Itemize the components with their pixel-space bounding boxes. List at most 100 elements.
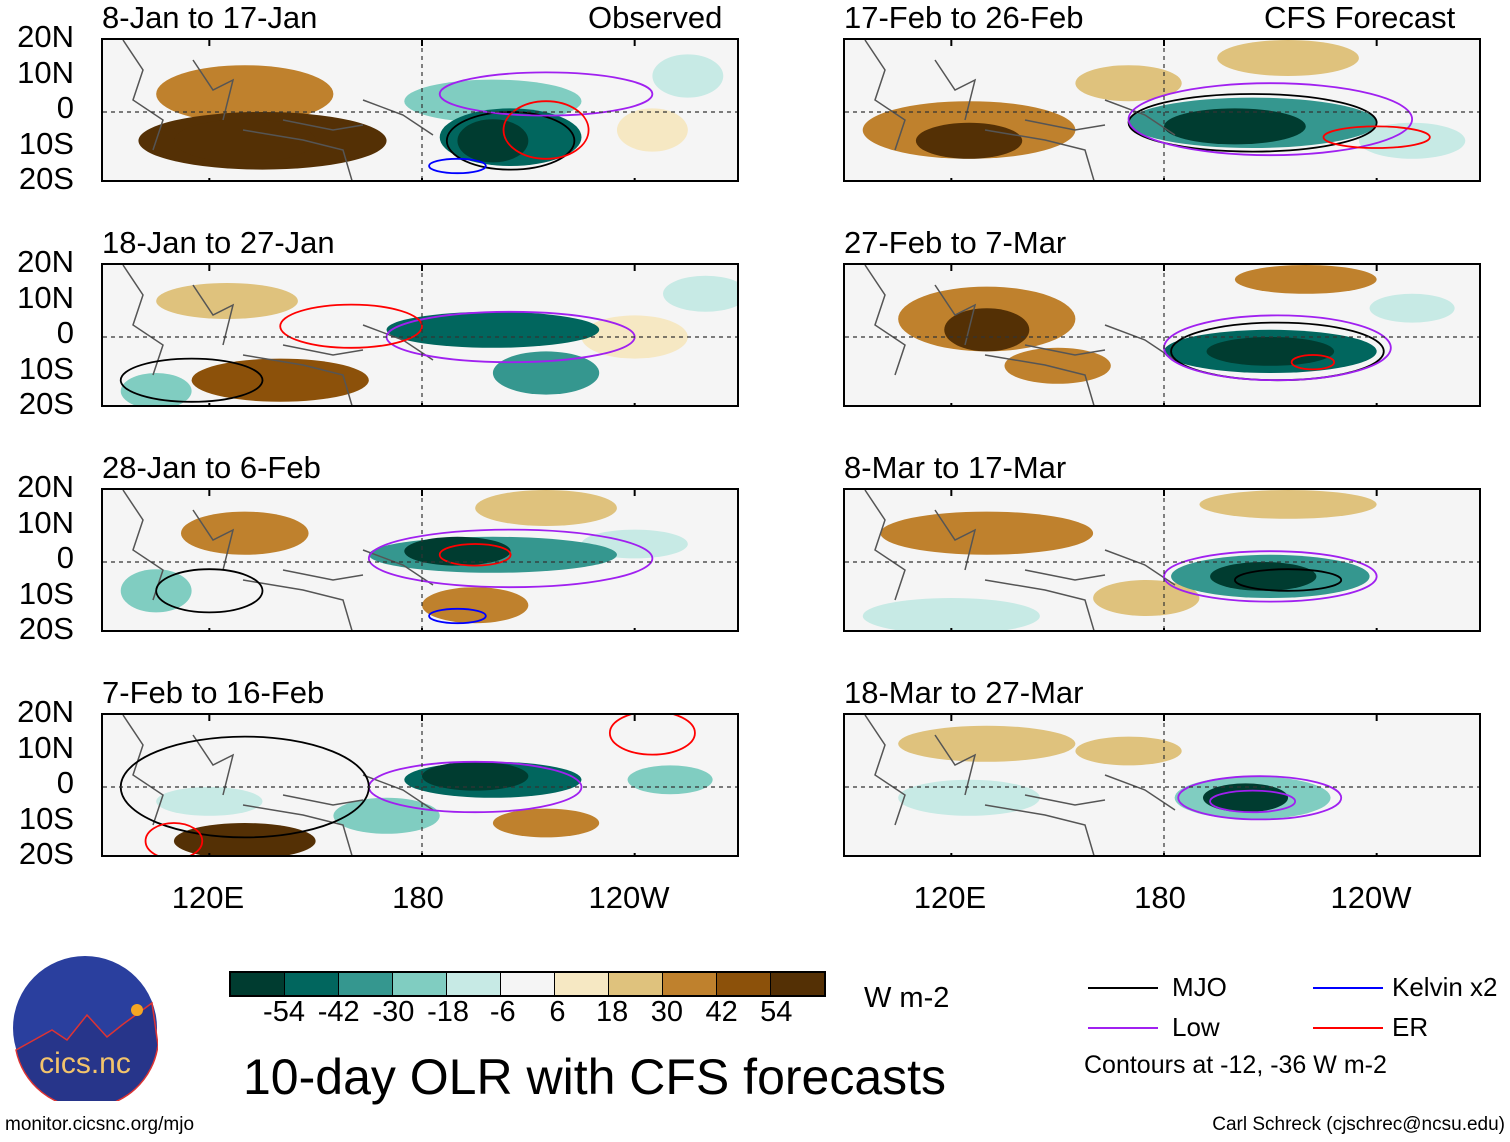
coastlines bbox=[864, 265, 1176, 405]
colorbar-swatch bbox=[663, 973, 717, 995]
lat-label: 10N bbox=[17, 279, 74, 315]
colorbar-tick: 18 bbox=[596, 996, 629, 1028]
map-panel bbox=[843, 488, 1481, 632]
olr-anomaly-blob bbox=[386, 311, 600, 348]
figure-title: 10-day OLR with CFS forecasts bbox=[243, 1049, 947, 1105]
colorbar-swatch bbox=[771, 973, 824, 995]
olr-anomaly-blob bbox=[1164, 108, 1306, 145]
contour-low bbox=[367, 528, 654, 589]
olr-anomaly-blob bbox=[627, 765, 713, 795]
olr-anomaly-blob bbox=[1199, 490, 1377, 519]
lat-label: 20N bbox=[17, 694, 74, 729]
contour-er bbox=[608, 715, 696, 756]
colorbar-swatch bbox=[501, 973, 555, 995]
contour-low bbox=[1127, 82, 1414, 157]
contour-low bbox=[1163, 550, 1378, 603]
lat-label: 10N bbox=[17, 54, 74, 90]
olr-anomaly-blob bbox=[1093, 580, 1200, 616]
lat-label: 20S bbox=[18, 386, 74, 421]
colorbar-tick: -6 bbox=[489, 996, 516, 1028]
colorbar-tick: -42 bbox=[317, 996, 360, 1028]
lon-label: 120E bbox=[913, 880, 987, 915]
contour-mjo bbox=[119, 735, 370, 839]
colorbar-tick: -18 bbox=[427, 996, 470, 1028]
contour-low bbox=[1209, 789, 1297, 814]
olr-anomaly-blob bbox=[1202, 783, 1289, 813]
header-forecast: CFS Forecast bbox=[1264, 0, 1456, 35]
legend-mjo: MJO bbox=[1172, 972, 1227, 1002]
olr-anomaly-blob bbox=[1004, 347, 1111, 384]
lat-label: 10N bbox=[17, 504, 74, 540]
olr-anomaly-blob bbox=[663, 275, 737, 312]
olr-anomaly-blob bbox=[1075, 65, 1182, 102]
olr-anomaly-blob bbox=[898, 779, 1040, 816]
footer-url[interactable]: monitor.cicsnc.org/mjo bbox=[5, 1114, 195, 1135]
coastlines bbox=[122, 490, 434, 630]
olr-anomaly-blob bbox=[475, 490, 617, 526]
map-panel bbox=[101, 38, 739, 182]
map-panel bbox=[101, 263, 739, 407]
olr-anomaly-blob bbox=[1210, 562, 1317, 591]
colorbar bbox=[229, 971, 826, 997]
lon-label: 120W bbox=[588, 880, 670, 915]
contour-er bbox=[502, 100, 590, 160]
lon-label: 120W bbox=[1330, 880, 1412, 915]
contour-kelvin bbox=[428, 157, 487, 175]
colorbar-tick: 6 bbox=[549, 996, 566, 1028]
contour-er bbox=[438, 543, 512, 567]
colorbar-tick: 54 bbox=[760, 996, 793, 1028]
contour-mjo bbox=[1233, 568, 1343, 592]
lon-label: 180 bbox=[392, 880, 444, 915]
contour-kelvin bbox=[428, 607, 487, 625]
olr-anomaly-blob bbox=[173, 119, 316, 163]
contour-er bbox=[279, 303, 423, 349]
olr-anomaly-blob bbox=[1075, 736, 1182, 766]
olr-anomaly-blob bbox=[915, 122, 1023, 159]
lon-label: 180 bbox=[1134, 880, 1186, 915]
colorbar-swatch bbox=[285, 973, 339, 995]
colorbar-swatch bbox=[393, 973, 447, 995]
lat-label: 20N bbox=[17, 244, 74, 279]
map-panel bbox=[101, 488, 739, 632]
olr-anomaly-blob bbox=[862, 598, 1040, 630]
panel-title: 18-Mar to 27-Mar bbox=[844, 675, 1084, 710]
panel-title: 17-Feb to 26-Feb bbox=[844, 0, 1084, 35]
contour-low bbox=[438, 71, 654, 117]
contour-note: Contours at -12, -36 W m-2 bbox=[1084, 1051, 1387, 1079]
colorbar-tick: 30 bbox=[650, 996, 684, 1028]
contour-er bbox=[1322, 125, 1431, 149]
colorbar-units: W m-2 bbox=[864, 982, 950, 1014]
olr-anomaly-blob bbox=[422, 761, 529, 791]
lat-label: 20N bbox=[17, 19, 74, 54]
contour-er bbox=[1290, 354, 1336, 371]
olr-anomaly-blob bbox=[422, 587, 529, 624]
legend-low: Low bbox=[1172, 1012, 1220, 1042]
olr-anomaly-blob bbox=[898, 725, 1076, 762]
panel-title: 27-Feb to 7-Mar bbox=[844, 225, 1067, 260]
coastlines bbox=[122, 40, 434, 180]
colorbar-tick: -54 bbox=[263, 996, 305, 1028]
map-panel bbox=[101, 713, 739, 857]
olr-anomaly-blob bbox=[156, 787, 263, 816]
panel-title: 8-Mar to 17-Mar bbox=[844, 450, 1067, 485]
colorbar-swatch bbox=[339, 973, 393, 995]
lat-label: 10S bbox=[18, 575, 74, 611]
legend-er: ER bbox=[1392, 1012, 1429, 1042]
olr-anomaly-blob bbox=[173, 823, 316, 855]
olr-anomaly-blob bbox=[1234, 265, 1377, 294]
coastlines bbox=[122, 715, 434, 855]
contour-mjo bbox=[445, 111, 576, 171]
colorbar-swatch bbox=[555, 973, 609, 995]
colorbar-tick: 42 bbox=[705, 996, 738, 1028]
lat-label: 20S bbox=[18, 611, 74, 646]
footer-credit: Carl Schreck (cjschrec@ncsu.edu) bbox=[1212, 1114, 1505, 1135]
lat-label: 0 bbox=[56, 765, 74, 800]
olr-anomaly-blob bbox=[180, 511, 309, 555]
lat-label: 10N bbox=[17, 729, 74, 765]
map-panel bbox=[843, 713, 1481, 857]
olr-anomaly-blob bbox=[404, 536, 511, 566]
lat-label: 10S bbox=[18, 350, 74, 386]
coastlines bbox=[864, 40, 1176, 180]
olr-anomaly-blob bbox=[652, 54, 724, 98]
legend-line-low bbox=[1088, 1027, 1158, 1029]
